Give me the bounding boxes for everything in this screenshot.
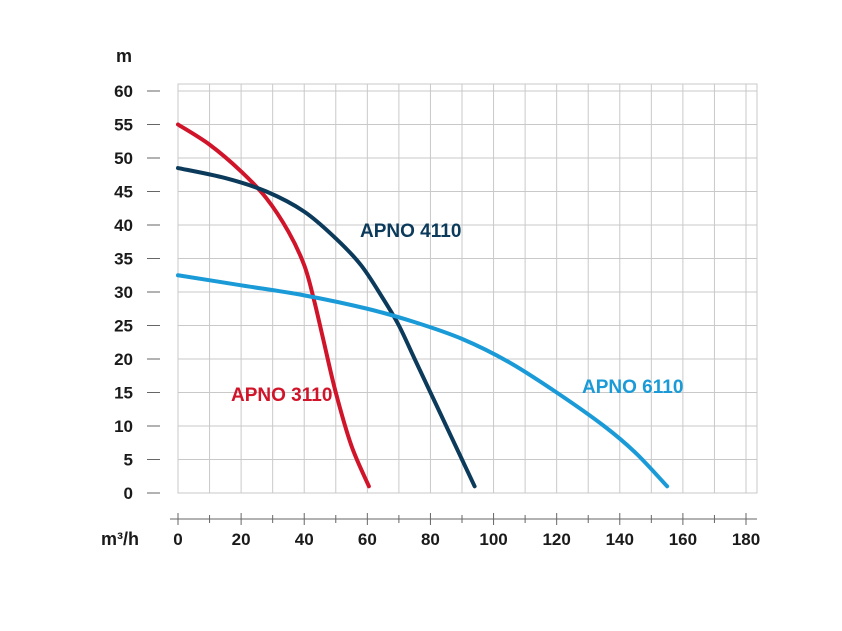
series-label-apno-4110: APNO 4110 [360, 221, 461, 242]
x-tick-label: 100 [479, 530, 507, 549]
y-tick-label: 40 [114, 216, 133, 235]
series-lines [176, 122, 670, 489]
x-axis-unit: m³/h [101, 529, 139, 549]
series-labels: APNO 3110 APNO 4110 APNO 6110 [231, 221, 683, 406]
axes: 0 5 10 15 20 25 30 35 40 45 50 55 60 0 20 40 60 80 100 120 1… [114, 82, 760, 549]
y-tick-label: 0 [124, 484, 133, 503]
y-tick-label: 30 [114, 283, 133, 302]
y-tick-label: 25 [114, 317, 133, 336]
y-tick-label: 5 [124, 451, 133, 470]
series-label-apno-3110: APNO 3110 [231, 385, 332, 406]
y-tick-label: 35 [114, 250, 133, 269]
x-tick-label: 0 [173, 530, 182, 549]
x-tick-label: 60 [358, 530, 377, 549]
y-tick-label: 45 [114, 183, 133, 202]
x-tick-label: 80 [421, 530, 440, 549]
y-axis-unit: m [116, 46, 132, 66]
y-tick-label: 50 [114, 149, 133, 168]
x-tick-label: 120 [542, 530, 570, 549]
x-tick-label: 140 [606, 530, 634, 549]
series-label-apno-6110: APNO 6110 [582, 377, 683, 398]
y-tick-label: 20 [114, 350, 133, 369]
x-tick-label: 40 [295, 530, 314, 549]
y-tick-label: 55 [114, 116, 133, 135]
y-tick-label: 60 [114, 82, 133, 101]
series-line-apno-6110 [176, 273, 670, 489]
series-line-apno-4110 [176, 166, 477, 489]
x-tick-label: 160 [669, 530, 697, 549]
y-tick-label: 15 [114, 384, 133, 403]
x-tick-label: 20 [232, 530, 251, 549]
x-tick-label: 180 [732, 530, 760, 549]
y-tick-label: 10 [114, 417, 133, 436]
series-line-apno-3110 [176, 122, 371, 489]
plot-frame [177, 83, 758, 494]
